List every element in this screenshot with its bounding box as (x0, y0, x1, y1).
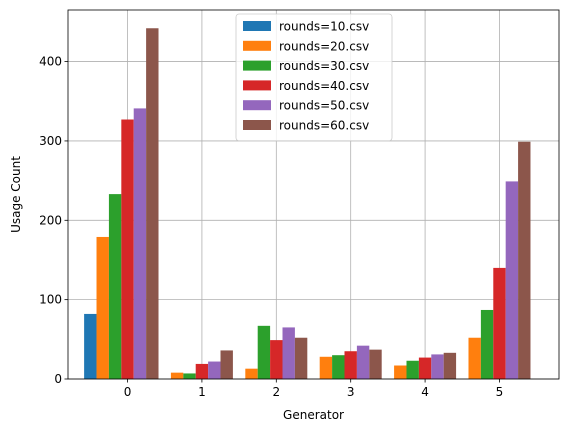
legend-label: rounds=60.csv (279, 119, 369, 133)
y-tick-label: 0 (54, 372, 62, 386)
bar (221, 350, 233, 379)
legend-swatch (243, 80, 271, 90)
x-tick-label: 0 (124, 385, 132, 399)
legend-label: rounds=20.csv (279, 39, 369, 53)
legend-swatch (243, 100, 271, 110)
bar (369, 350, 381, 379)
bar (332, 355, 344, 379)
bar (258, 326, 270, 379)
bar (146, 28, 158, 379)
legend: rounds=10.csv rounds=20.csv rounds=30.csv r… (236, 14, 392, 141)
bar (493, 268, 505, 379)
bar (481, 310, 493, 379)
bar (183, 373, 195, 379)
bar (121, 120, 133, 379)
legend-label: rounds=40.csv (279, 79, 369, 93)
bar (320, 357, 332, 379)
legend-label: rounds=30.csv (279, 59, 369, 73)
x-tick-label: 1 (198, 385, 206, 399)
x-axis-ticks: 0 1 2 3 4 5 (124, 379, 504, 399)
bar (245, 369, 257, 379)
bar (196, 364, 208, 379)
bar (171, 373, 183, 379)
x-tick-label: 2 (272, 385, 280, 399)
legend-swatch (243, 120, 271, 130)
y-tick-label: 100 (39, 293, 62, 307)
bar (444, 353, 456, 379)
bar (431, 354, 443, 379)
bar (134, 108, 146, 379)
bar (344, 351, 356, 379)
bar (406, 361, 418, 379)
bar (283, 327, 295, 379)
legend-swatch (243, 41, 271, 51)
bar (357, 346, 369, 379)
y-axis-ticks: 0 100 200 300 400 (39, 55, 68, 386)
legend-label: rounds=50.csv (279, 99, 369, 113)
bar (109, 194, 121, 379)
x-tick-label: 3 (347, 385, 355, 399)
bar (270, 340, 282, 379)
x-tick-label: 5 (496, 385, 504, 399)
y-tick-label: 400 (39, 55, 62, 69)
x-axis-label: Generator (283, 408, 344, 422)
bar (208, 362, 220, 379)
bar (394, 366, 406, 379)
legend-swatch (243, 21, 271, 31)
bar (295, 338, 307, 379)
bar (419, 358, 431, 379)
bar (518, 142, 530, 379)
bar (468, 338, 480, 379)
bar (84, 314, 96, 379)
legend-swatch (243, 61, 271, 71)
y-axis-label: Usage Count (9, 156, 23, 233)
y-tick-label: 200 (39, 213, 62, 227)
bar (97, 237, 109, 379)
legend-label: rounds=10.csv (279, 20, 369, 34)
bar (506, 181, 518, 379)
y-tick-label: 300 (39, 134, 62, 148)
x-tick-label: 4 (421, 385, 429, 399)
